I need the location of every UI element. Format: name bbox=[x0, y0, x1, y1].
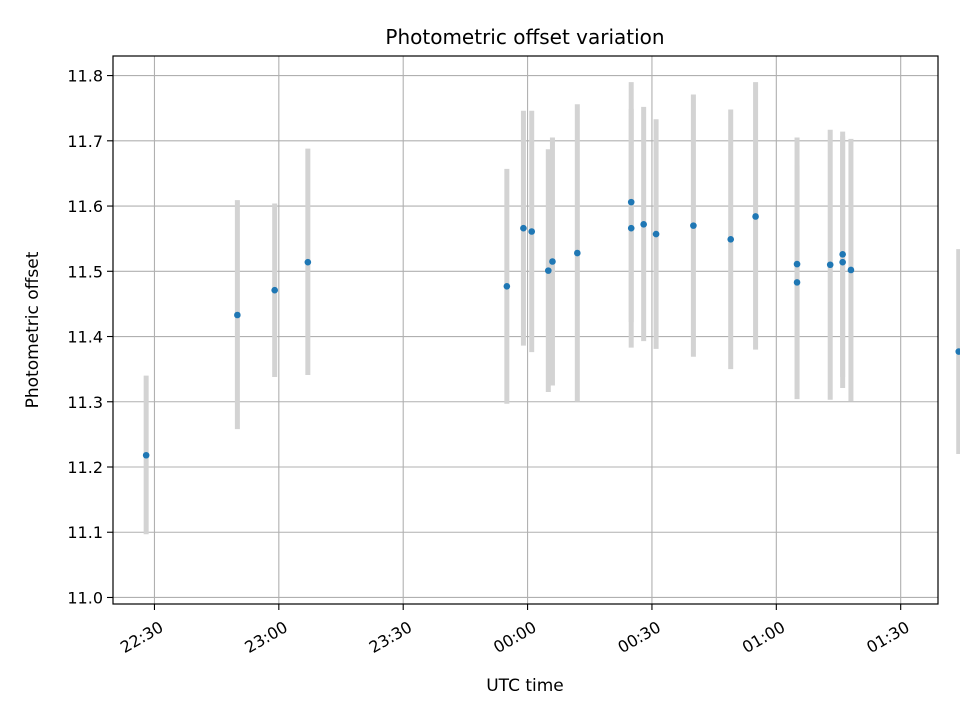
data-point bbox=[503, 282, 511, 290]
data-point bbox=[839, 258, 846, 266]
data-point bbox=[826, 261, 834, 269]
data-point bbox=[793, 260, 801, 268]
data-point bbox=[234, 311, 241, 319]
y-axis-title: Photometric offset bbox=[23, 251, 43, 408]
data-point bbox=[520, 224, 527, 232]
y-tick-label: 11.8 bbox=[67, 67, 103, 86]
data-points bbox=[142, 198, 960, 459]
data-point bbox=[955, 348, 960, 355]
data-point bbox=[652, 230, 660, 238]
data-point bbox=[627, 198, 635, 206]
y-tick-label: 11.3 bbox=[67, 393, 103, 412]
y-tick-label: 11.5 bbox=[67, 262, 103, 281]
y-axis: 11.0 11.1 11.2 11.3 11.4 11.5 11.6 11.7 11.8 bbox=[67, 67, 113, 607]
y-tick-label: 11.4 bbox=[67, 328, 103, 347]
y-tick-label: 11.1 bbox=[67, 523, 103, 542]
x-axis-title: UTC time bbox=[486, 676, 564, 696]
y-tick-label: 11.7 bbox=[67, 132, 103, 151]
data-point bbox=[847, 266, 855, 274]
y-tick-label: 11.2 bbox=[67, 458, 103, 477]
data-point bbox=[549, 258, 556, 265]
data-point bbox=[271, 286, 278, 294]
data-point bbox=[727, 236, 735, 243]
data-point bbox=[574, 249, 581, 257]
y-tick-label: 11.6 bbox=[67, 197, 103, 216]
data-point bbox=[640, 221, 647, 228]
data-point bbox=[690, 222, 697, 229]
data-point bbox=[545, 267, 552, 274]
data-point bbox=[304, 258, 312, 266]
data-point bbox=[528, 228, 536, 235]
data-point bbox=[627, 224, 635, 232]
plot-frame bbox=[112, 55, 939, 605]
data-point bbox=[142, 451, 150, 459]
data-point bbox=[839, 251, 846, 258]
data-point bbox=[752, 213, 759, 220]
chart-title: Photometric offset variation bbox=[385, 25, 664, 49]
data-point bbox=[793, 279, 801, 286]
y-tick-label: 11.0 bbox=[67, 588, 103, 607]
